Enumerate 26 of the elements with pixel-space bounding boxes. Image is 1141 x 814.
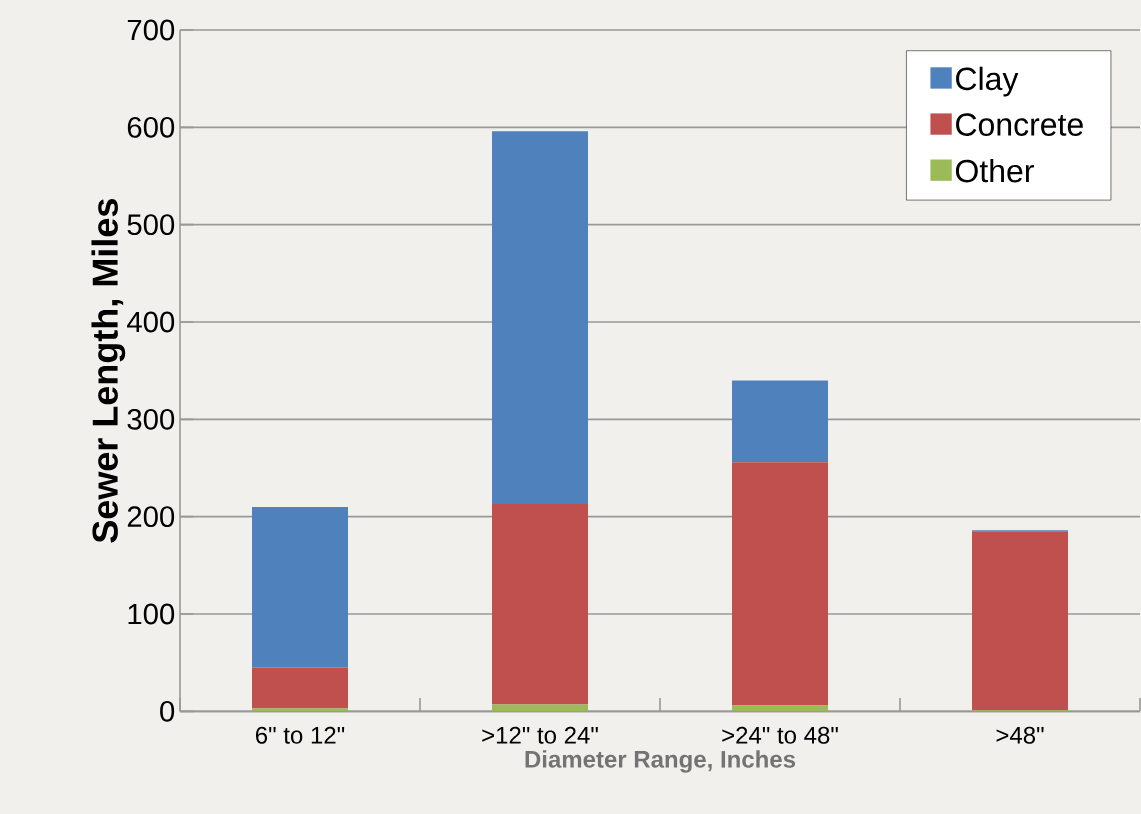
bar	[252, 667, 348, 709]
y-tick-label: 700	[127, 19, 175, 41]
bar	[252, 708, 348, 712]
legend-label: Concrete	[956, 113, 1083, 136]
y-tick-label: 500	[127, 214, 175, 236]
bar	[732, 462, 829, 706]
x-tick-label: 6" to 12"	[256, 726, 345, 744]
y-tick-label: 400	[127, 311, 175, 333]
x-tick-label: >24" to 48"	[722, 726, 838, 744]
bar	[732, 705, 829, 712]
x-axis-title: Diameter Range, Inches	[525, 750, 796, 773]
bar	[492, 504, 589, 705]
y-axis-title: Sewer Length, Miles	[91, 199, 126, 543]
y-tick-label: 300	[127, 408, 175, 430]
x-tick-label: >48"	[996, 726, 1044, 744]
y-tick-label: 600	[127, 116, 175, 138]
bar	[252, 506, 348, 668]
legend-label: Clay	[956, 66, 1019, 97]
bar	[492, 131, 589, 505]
y-tick-label: 0	[160, 700, 175, 722]
y-tick-label: 200	[127, 506, 175, 528]
x-tick-label: >12" to 24"	[482, 726, 598, 744]
bar	[972, 531, 1069, 711]
bar	[732, 380, 829, 463]
y-tick-label: 100	[128, 603, 175, 625]
legend-label: Other	[955, 158, 1034, 183]
